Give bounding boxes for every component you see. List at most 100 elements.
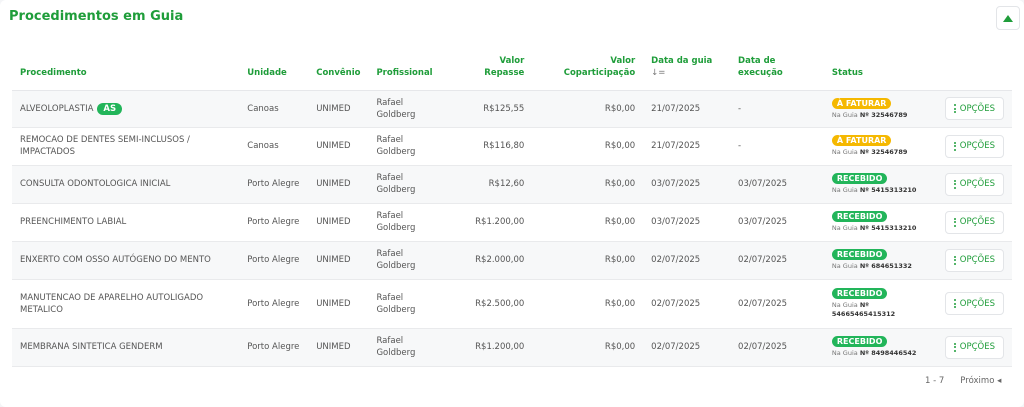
opcoes-button[interactable]: OPÇÕES [944,335,1004,359]
cell-data-execucao: - [730,90,824,128]
cell-procedimento: MEMBRANA SINTETICA GENDERM [12,328,240,367]
pagination-range: 1 - 7 [925,376,945,386]
col-data-execucao[interactable]: Data de execução [730,50,824,91]
procedimentos-table: Procedimento Unidade Convênio Profission… [12,50,1012,367]
table-header: Procedimento Unidade Convênio Profission… [12,50,1012,91]
guia-number: Na Guia Nº 5415313210 [831,186,917,194]
cell-data-guia: 03/07/2025 [643,203,731,242]
col-valor-repasse[interactable]: Valor Repasse [450,50,533,91]
cell-actions: OPÇÕES [936,328,1012,367]
cell-status: À FATURAR Na Guia Nº 32546789 [823,127,937,166]
guia-number: Na Guia Nº 32546789 [831,148,908,156]
more-vertical-icon [953,342,956,352]
cell-unidade: Porto Alegre [239,203,309,242]
cell-convenio: UNIMED [308,90,369,128]
cell-data-guia: 21/07/2025 [643,90,731,128]
cell-convenio: UNIMED [308,203,369,242]
cell-status: RECEBIDO Na Guia Nº 5415313210 [823,165,937,204]
status-badge: RECEBIDO [831,249,888,260]
col-unidade[interactable]: Unidade [239,50,309,91]
more-vertical-icon [953,179,956,189]
col-procedimento[interactable]: Procedimento [12,50,240,91]
collapse-button[interactable] [996,6,1020,30]
card-title: Procedimentos em Guia [9,9,184,24]
triangle-up-icon [1003,14,1013,22]
cell-profissional: Rafael Goldberg [368,127,451,166]
opcoes-button[interactable]: OPÇÕES [944,248,1004,272]
cell-data-execucao: 03/07/2025 [730,203,824,242]
col-status[interactable]: Status [823,50,937,91]
cell-procedimento: ENXERTO COM OSSO AUTÓGENO DO MENTO [12,241,240,280]
table-row: ENXERTO COM OSSO AUTÓGENO DO MENTO Porto… [12,241,1012,280]
col-data-guia[interactable]: Data da guia ↓= [643,50,731,91]
col-profissional[interactable]: Profissional [368,50,451,91]
cell-unidade: Canoas [239,127,309,166]
cell-valor-copart: R$0,00 [532,90,644,128]
cell-unidade: Porto Alegre [239,241,309,280]
opcoes-button[interactable]: OPÇÕES [944,134,1004,158]
cell-profissional: Rafael Goldberg [368,279,451,329]
cell-valor-copart: R$0,00 [532,165,644,204]
cell-valor-copart: R$0,00 [532,127,644,166]
cell-valor-repasse: R$1.200,00 [450,328,533,367]
col-valor-copart[interactable]: Valor Coparticipação [532,50,644,91]
status-badge: RECEBIDO [831,288,888,299]
cell-status: RECEBIDO Na Guia Nº 8498446542 [823,328,937,367]
more-vertical-icon [953,141,956,151]
cell-unidade: Porto Alegre [239,328,309,367]
table-row: MEMBRANA SINTETICA GENDERM Porto Alegre … [12,328,1012,367]
cell-convenio: UNIMED [308,165,369,204]
cell-valor-repasse: R$125,55 [450,90,533,128]
cell-convenio: UNIMED [308,127,369,166]
cell-data-guia: 02/07/2025 [643,328,731,367]
cell-valor-repasse: R$1.200,00 [450,203,533,242]
tag-badge: AS [97,102,123,115]
cell-profissional: Rafael Goldberg [368,241,451,280]
cell-convenio: UNIMED [308,328,369,367]
more-vertical-icon [953,255,956,265]
col-actions [936,50,1012,91]
opcoes-button[interactable]: OPÇÕES [944,97,1004,120]
cell-profissional: Rafael Goldberg [368,165,451,204]
cell-profissional: Rafael Goldberg [368,90,451,128]
cell-status: RECEBIDO Na Guia Nº 54665465415312 [823,279,937,329]
cell-procedimento: REMOCAO DE DENTES SEMI-INCLUSOS / IMPACT… [12,127,240,166]
cell-actions: OPÇÕES [936,165,1012,204]
cell-status: À FATURAR Na Guia Nº 32546789 [823,90,937,128]
cell-procedimento: ALVEOLOPLASTIA AS [12,90,240,128]
cell-actions: OPÇÕES [936,241,1012,280]
cell-valor-copart: R$0,00 [532,203,644,242]
cell-valor-repasse: R$2.000,00 [450,241,533,280]
status-badge: RECEBIDO [831,173,888,184]
sort-desc-icon[interactable]: ↓= [651,67,666,78]
opcoes-button[interactable]: OPÇÕES [944,172,1004,196]
status-badge: À FATURAR [831,97,892,109]
cell-data-execucao: 03/07/2025 [730,165,824,204]
opcoes-button[interactable]: OPÇÕES [944,210,1004,234]
cell-unidade: Porto Alegre [239,165,309,204]
table-row: ALVEOLOPLASTIA AS Canoas UNIMED Rafael Go… [12,90,1012,128]
cell-data-execucao: 02/07/2025 [730,241,824,280]
cell-actions: OPÇÕES [936,203,1012,242]
cell-procedimento: CONSULTA ODONTOLOGICA INICIAL [12,165,240,204]
cell-data-guia: 02/07/2025 [643,279,731,329]
pagination: 1 - 7 Próximo ◂ [925,376,1001,386]
more-vertical-icon [953,299,956,308]
status-badge: RECEBIDO [831,211,888,222]
cell-procedimento: PREENCHIMENTO LABIAL [12,203,240,242]
next-page-button[interactable]: Próximo ◂ [960,376,1002,386]
cell-data-execucao: - [730,127,824,166]
cell-data-guia: 02/07/2025 [643,241,731,280]
cell-unidade: Porto Alegre [239,279,309,329]
more-vertical-icon [953,217,956,227]
table-row: MANUTENCAO DE APARELHO AUTOLIGADO METALI… [12,279,1012,329]
opcoes-button[interactable]: OPÇÕES [944,292,1004,315]
cell-status: RECEBIDO Na Guia Nº 5415313210 [823,203,937,242]
cell-actions: OPÇÕES [936,90,1012,128]
guia-number: Na Guia Nº 5415313210 [831,224,917,232]
col-convenio[interactable]: Convênio [308,50,369,91]
more-vertical-icon [953,104,956,113]
cell-data-guia: 03/07/2025 [643,165,731,204]
cell-valor-repasse: R$116,80 [450,127,533,166]
